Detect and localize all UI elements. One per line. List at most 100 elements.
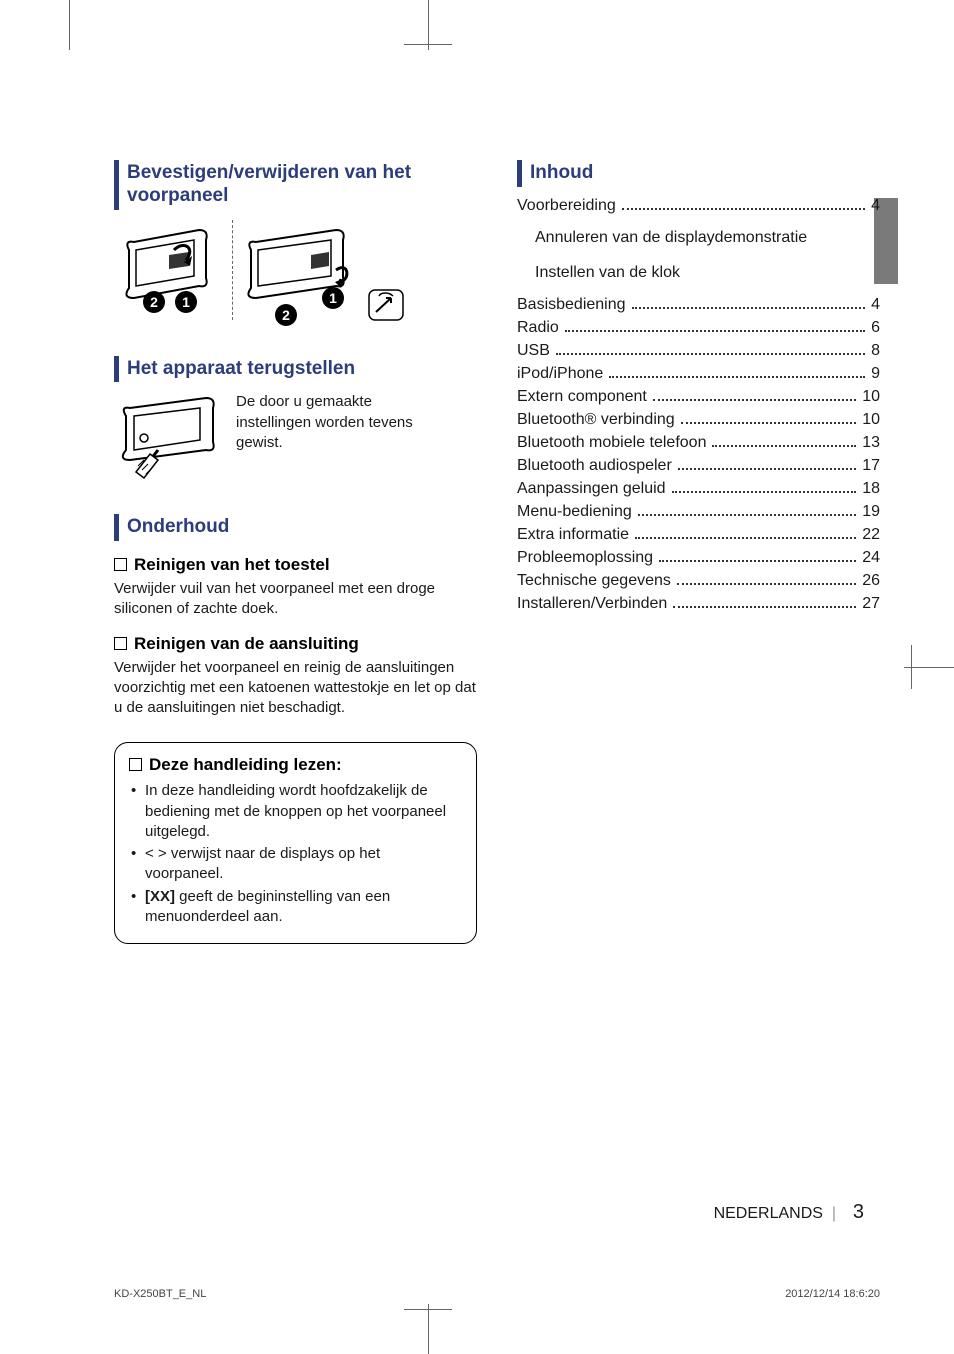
toc-dots	[712, 445, 856, 447]
toc-label: USB	[517, 342, 550, 360]
doc-code: KD-X250BT_E_NL	[114, 1288, 206, 1300]
toc-label: Bluetooth® verbinding	[517, 411, 675, 429]
toc-row: Basisbediening 4	[517, 296, 880, 314]
toc-row: iPod/iPhone 9	[517, 365, 880, 383]
toc-row: USB 8	[517, 342, 880, 360]
attach-diagram: 2 1 2 1	[114, 220, 477, 330]
toc-dots	[673, 606, 856, 608]
toc-label: Technische gegevens	[517, 572, 671, 590]
toc-row: Installeren/Verbinden 27	[517, 595, 880, 613]
gen-timestamp: 2012/12/14 18:6:20	[785, 1288, 880, 1300]
toc-row: Bluetooth® verbinding 10	[517, 411, 880, 429]
body-clean-connector: Verwijder het voorpaneel en reinig de aa…	[114, 658, 477, 719]
toc-row: Extra informatie 22	[517, 526, 880, 544]
toc-dots	[622, 208, 865, 210]
toc-label: Menu-bediening	[517, 503, 632, 521]
toc-dots	[638, 514, 856, 516]
toc-label: Basisbediening	[517, 296, 626, 314]
toc-page: 8	[871, 342, 880, 360]
language-page-label: NEDERLANDS | 3	[714, 1201, 864, 1224]
subhead-read-manual: Deze handleiding lezen:	[129, 755, 462, 775]
toc-dots	[681, 422, 857, 424]
list-item: In deze handleiding wordt hoofdzakelijk …	[129, 781, 462, 842]
toc-label: Bluetooth audiospeler	[517, 457, 672, 475]
toc-row: Technische gegevens 26	[517, 572, 880, 590]
toc-subitem: Annuleren van de displaydemonstratie	[535, 225, 880, 251]
toc-page: 26	[862, 572, 880, 590]
footer: KD-X250BT_E_NL 2012/12/14 18:6:20	[114, 1288, 880, 1300]
toc-subitem: Instellen van de klok	[535, 260, 880, 286]
toc-row: Probleemoplossing 24	[517, 549, 880, 567]
toc-label: Probleemoplossing	[517, 549, 653, 567]
svg-text:2: 2	[150, 294, 158, 310]
toc-dots	[556, 353, 865, 355]
content-area: Bevestigen/verwijderen van het voorpanee…	[114, 160, 880, 1234]
svg-text:2: 2	[282, 307, 290, 323]
divider	[232, 220, 233, 320]
toc-label: Aanpassingen geluid	[517, 480, 666, 498]
toc-dots	[632, 307, 866, 309]
heading-reset: Het apparaat terugstellen	[114, 356, 477, 383]
list-item: < > verwijst naar de displays op het voo…	[129, 844, 462, 885]
panel-attach-icon: 2 1	[241, 220, 411, 330]
svg-text:1: 1	[329, 290, 337, 306]
toc-row: Aanpassingen geluid 18	[517, 480, 880, 498]
language-label: NEDERLANDS	[714, 1205, 823, 1222]
heading-toc: Inhoud	[517, 160, 880, 187]
toc-label: iPod/iPhone	[517, 365, 603, 383]
manual-page: Bevestigen/verwijderen van het voorpanee…	[0, 0, 954, 1354]
toc-dots	[653, 399, 856, 401]
right-column: Inhoud Voorbereiding 4 Annuleren van de di…	[517, 160, 880, 1234]
svg-text:1: 1	[182, 294, 190, 310]
toc-dots	[565, 330, 865, 332]
toc-page: 22	[862, 526, 880, 544]
page-number: 3	[853, 1201, 864, 1223]
crop-mark	[50, 0, 70, 50]
toc-dots	[672, 491, 857, 493]
toc-page: 4	[871, 197, 880, 215]
toc-page: 4	[871, 296, 880, 314]
table-of-contents: Voorbereiding 4 Annuleren van de displayde…	[517, 197, 880, 613]
toc-row: Radio 6	[517, 319, 880, 337]
toc-dots	[609, 376, 865, 378]
toc-page: 17	[862, 457, 880, 475]
toc-page: 18	[862, 480, 880, 498]
list-item: [XX] geeft de begininstelling van een me…	[129, 887, 462, 928]
toc-page: 10	[862, 388, 880, 406]
read-this-box: Deze handleiding lezen: In deze handleid…	[114, 742, 477, 944]
panel-detach-icon: 2 1	[114, 220, 224, 320]
toc-label: Voorbereiding	[517, 197, 616, 215]
toc-row: Bluetooth mobiele telefoon13	[517, 434, 880, 452]
toc-page: 13	[862, 434, 880, 452]
toc-page: 24	[862, 549, 880, 567]
toc-dots	[635, 537, 856, 539]
toc-page: 6	[871, 319, 880, 337]
toc-dots	[677, 583, 856, 585]
crop-mark	[404, 44, 452, 45]
crop-mark	[404, 1309, 452, 1310]
toc-row: Menu-bediening 19	[517, 503, 880, 521]
toc-row: Bluetooth audiospeler 17	[517, 457, 880, 475]
toc-page: 19	[862, 503, 880, 521]
subhead-clean-connector: Reinigen van de aansluiting	[114, 634, 477, 654]
heading-attach: Bevestigen/verwijderen van het voorpanee…	[114, 160, 477, 210]
reset-block: De door u gemaakte instellingen worden t…	[114, 392, 477, 484]
toc-page: 9	[871, 365, 880, 383]
heading-maintenance: Onderhoud	[114, 514, 477, 541]
toc-dots	[659, 560, 856, 562]
toc-label: Extern component	[517, 388, 647, 406]
left-column: Bevestigen/verwijderen van het voorpanee…	[114, 160, 477, 1234]
crop-mark	[428, 1304, 429, 1354]
toc-page: 27	[862, 595, 880, 613]
toc-page: 10	[862, 411, 880, 429]
read-list: In deze handleiding wordt hoofdzakelijk …	[129, 781, 462, 927]
toc-label: Installeren/Verbinden	[517, 595, 667, 613]
body-clean-unit: Verwijder vuil van het voorpaneel met ee…	[114, 579, 477, 620]
toc-label: Extra informatie	[517, 526, 629, 544]
crop-mark	[911, 645, 912, 689]
crop-mark	[428, 0, 429, 50]
panel-reset-icon	[114, 392, 224, 484]
reset-text: De door u gemaakte instellingen worden t…	[236, 392, 426, 453]
toc-label: Radio	[517, 319, 559, 337]
toc-row: Voorbereiding 4	[517, 197, 880, 215]
